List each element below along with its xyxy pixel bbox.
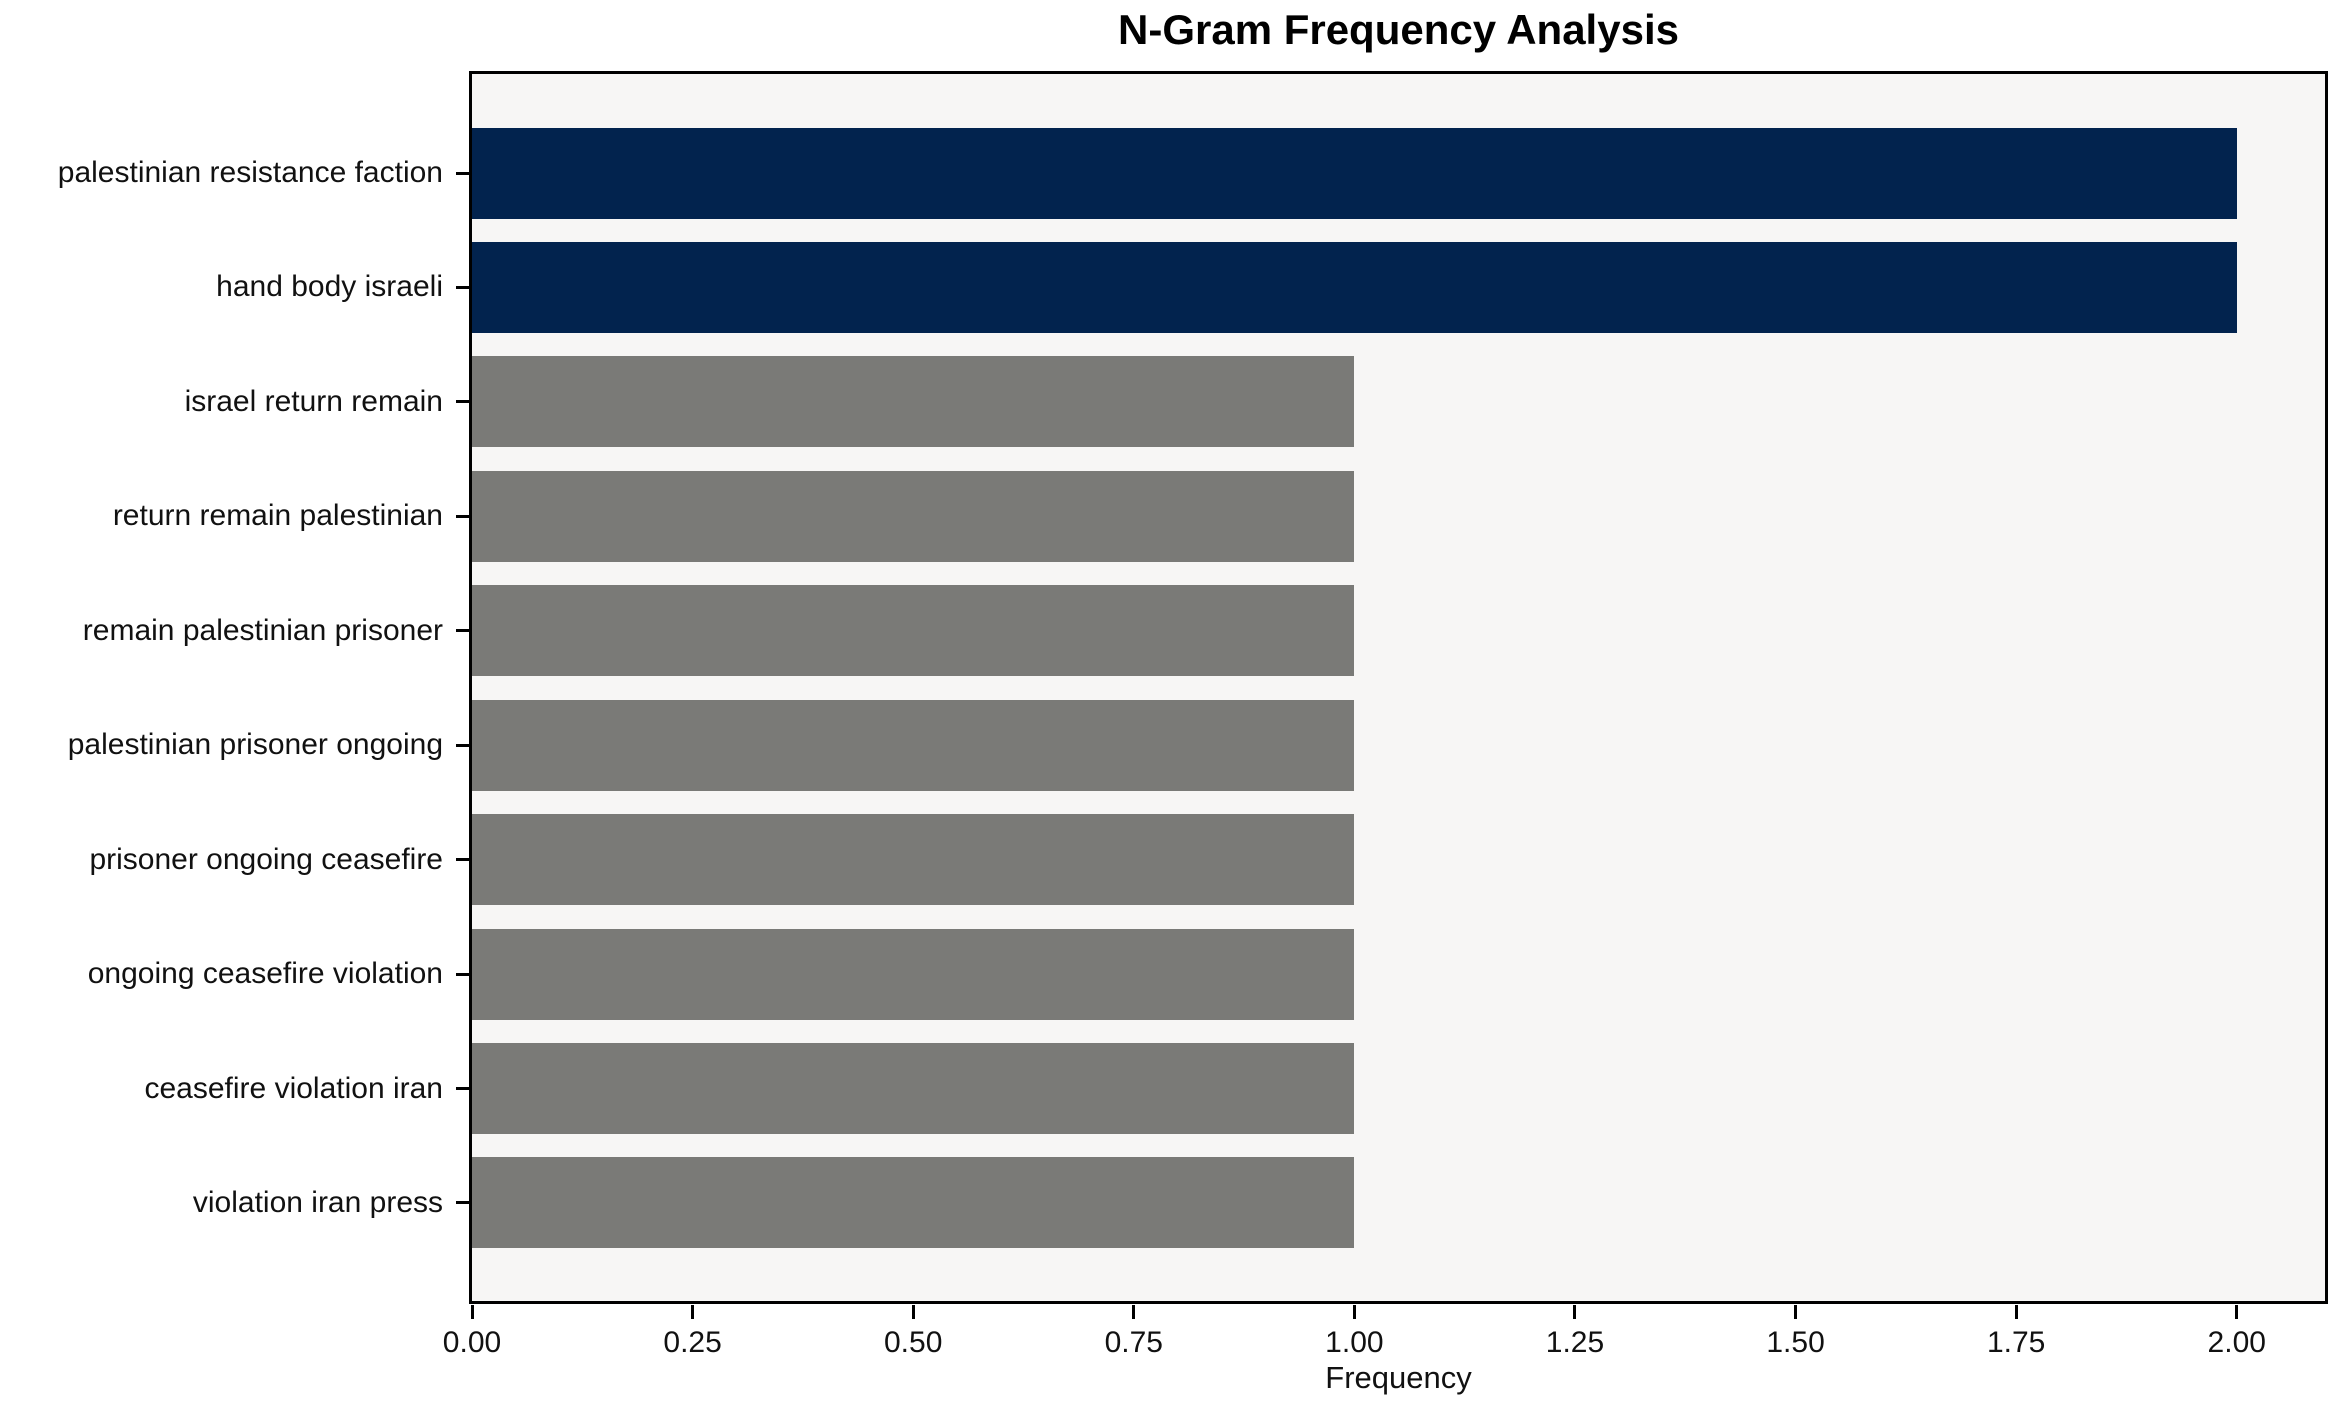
y-axis-category-label: ongoing ceasefire violation (87, 957, 443, 991)
x-axis-tick (1352, 1305, 1356, 1319)
y-axis-category-label: hand body israeli (216, 270, 443, 304)
y-axis-tick (456, 629, 469, 633)
x-axis-tick (691, 1305, 695, 1319)
y-axis-category-label: remain palestinian prisoner (82, 613, 443, 647)
y-axis-tick (456, 400, 469, 404)
bar (472, 1043, 1355, 1135)
y-axis-category-label: israel return remain (184, 384, 443, 418)
x-axis-tick (2014, 1305, 2018, 1319)
y-axis-tick (456, 1201, 469, 1205)
bar (472, 356, 1355, 448)
x-axis-tick-label: 1.50 (1766, 1326, 1825, 1359)
x-axis-tick (1573, 1305, 1577, 1319)
x-axis-tick-label: 0.00 (442, 1326, 502, 1359)
x-axis-tick-label: 0.75 (1104, 1326, 1163, 1359)
y-axis-category-label: ceasefire violation iran (144, 1071, 444, 1105)
y-axis-tick (456, 1087, 469, 1091)
y-axis-tick (456, 858, 469, 862)
x-axis-tick-label: 1.25 (1545, 1326, 1605, 1359)
x-axis-tick (470, 1305, 474, 1319)
bar (472, 699, 1355, 791)
x-axis-tick (911, 1305, 915, 1319)
x-axis-tick-label: 1.00 (1325, 1326, 1384, 1359)
x-axis-tick (1794, 1305, 1798, 1319)
y-axis-category-label: palestinian resistance faction (57, 156, 443, 190)
bar (472, 814, 1355, 906)
x-axis-tick-label: 0.50 (883, 1326, 943, 1359)
bar (472, 470, 1355, 562)
bar (472, 241, 2237, 333)
bar (472, 585, 1355, 677)
bar (472, 127, 2237, 219)
x-axis-tick (2235, 1305, 2239, 1319)
y-axis-tick (456, 171, 469, 175)
x-axis-tick-label: 0.25 (663, 1326, 722, 1359)
y-axis-category-label: return remain palestinian (112, 499, 443, 533)
y-axis-tick (456, 514, 469, 518)
bar (472, 1157, 1355, 1249)
y-axis-category-label: prisoner ongoing ceasefire (89, 842, 443, 876)
x-axis-tick-label: 1.75 (1986, 1326, 2046, 1359)
chart-title: N-Gram Frequency Analysis (1118, 6, 1679, 53)
x-axis-tick-label: 2.00 (2207, 1326, 2266, 1359)
bar (472, 928, 1355, 1020)
y-axis-category-label: violation iran press (192, 1185, 443, 1219)
y-axis-tick (456, 743, 469, 747)
x-axis-label: Frequency (1325, 1360, 1472, 1395)
y-axis-category-label: palestinian prisoner ongoing (67, 728, 443, 762)
y-axis-tick (456, 972, 469, 976)
x-axis-tick (1132, 1305, 1136, 1319)
y-axis-tick (456, 285, 469, 289)
